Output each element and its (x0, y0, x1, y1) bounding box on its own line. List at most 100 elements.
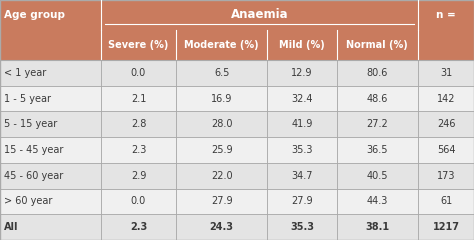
Bar (267, 214, 337, 240)
Text: All: All (4, 222, 18, 232)
Text: 15 - 45 year: 15 - 45 year (4, 145, 64, 155)
Text: 22.0: 22.0 (211, 171, 232, 181)
Bar (267, 30, 337, 60)
Bar (337, 60, 418, 86)
Bar (0, 137, 101, 163)
Text: 35.3: 35.3 (290, 222, 314, 232)
Bar (0, 214, 101, 240)
Bar (101, 163, 176, 189)
Text: 12.9: 12.9 (291, 68, 313, 78)
Bar (101, 189, 176, 214)
Bar (337, 189, 418, 214)
Bar (101, 137, 176, 163)
Bar (0, 163, 101, 189)
Text: 34.7: 34.7 (291, 171, 313, 181)
Bar (418, 111, 474, 137)
Bar (337, 30, 418, 60)
Bar (0, 60, 101, 86)
Bar (101, 60, 176, 86)
Text: 80.6: 80.6 (367, 68, 388, 78)
Bar (337, 111, 418, 137)
Bar (176, 214, 267, 240)
Bar (101, 30, 176, 60)
Text: 0.0: 0.0 (131, 196, 146, 206)
Text: > 60 year: > 60 year (4, 196, 52, 206)
Bar (176, 60, 267, 86)
Bar (176, 86, 267, 111)
Bar (101, 0, 418, 30)
Bar (267, 111, 337, 137)
Text: 173: 173 (437, 171, 456, 181)
Bar (176, 111, 267, 137)
Text: Anaemia: Anaemia (231, 8, 288, 22)
Text: Normal (%): Normal (%) (346, 40, 408, 50)
Text: 25.9: 25.9 (211, 145, 232, 155)
Text: 36.5: 36.5 (366, 145, 388, 155)
Text: Age group: Age group (4, 10, 65, 20)
Text: Mild (%): Mild (%) (279, 40, 325, 50)
Bar (267, 189, 337, 214)
Bar (267, 137, 337, 163)
Text: 38.1: 38.1 (365, 222, 390, 232)
Bar (267, 163, 337, 189)
Text: Severe (%): Severe (%) (108, 40, 169, 50)
Bar (176, 30, 267, 60)
Text: 1217: 1217 (433, 222, 460, 232)
Bar (418, 30, 474, 60)
Bar (418, 0, 474, 30)
Text: < 1 year: < 1 year (4, 68, 46, 78)
Bar (0, 86, 101, 111)
Bar (418, 60, 474, 86)
Bar (101, 111, 176, 137)
Text: 27.9: 27.9 (211, 196, 232, 206)
Text: 5 - 15 year: 5 - 15 year (4, 119, 57, 129)
Text: 564: 564 (437, 145, 456, 155)
Bar (101, 86, 176, 111)
Bar (418, 189, 474, 214)
Bar (176, 137, 267, 163)
Bar (0, 189, 101, 214)
Bar (418, 163, 474, 189)
Text: 35.3: 35.3 (291, 145, 313, 155)
Bar (176, 163, 267, 189)
Text: 0.0: 0.0 (131, 68, 146, 78)
Bar (101, 214, 176, 240)
Bar (418, 137, 474, 163)
Text: 16.9: 16.9 (211, 94, 232, 104)
Bar (267, 86, 337, 111)
Text: 142: 142 (437, 94, 456, 104)
Text: 31: 31 (440, 68, 452, 78)
Bar (337, 137, 418, 163)
Text: 41.9: 41.9 (291, 119, 312, 129)
Text: 44.3: 44.3 (367, 196, 388, 206)
Text: 1 - 5 year: 1 - 5 year (4, 94, 51, 104)
Text: 2.8: 2.8 (131, 119, 146, 129)
Bar (337, 86, 418, 111)
Bar (337, 163, 418, 189)
Bar (267, 60, 337, 86)
Bar (0, 30, 101, 60)
Text: 2.9: 2.9 (131, 171, 146, 181)
Bar (0, 111, 101, 137)
Text: 2.1: 2.1 (131, 94, 146, 104)
Text: 2.3: 2.3 (131, 145, 146, 155)
Bar (418, 86, 474, 111)
Text: 2.3: 2.3 (130, 222, 147, 232)
Text: 61: 61 (440, 196, 452, 206)
Text: 27.2: 27.2 (366, 119, 388, 129)
Bar (337, 214, 418, 240)
Text: 246: 246 (437, 119, 456, 129)
Text: 40.5: 40.5 (366, 171, 388, 181)
Text: 27.9: 27.9 (291, 196, 313, 206)
Text: 45 - 60 year: 45 - 60 year (4, 171, 63, 181)
Text: 6.5: 6.5 (214, 68, 229, 78)
Text: 32.4: 32.4 (291, 94, 313, 104)
Bar (0, 0, 101, 30)
Text: 48.6: 48.6 (367, 94, 388, 104)
Text: 28.0: 28.0 (211, 119, 232, 129)
Bar (176, 189, 267, 214)
Text: n =: n = (436, 10, 456, 20)
Text: 24.3: 24.3 (210, 222, 234, 232)
Bar (418, 214, 474, 240)
Text: Moderate (%): Moderate (%) (184, 40, 259, 50)
